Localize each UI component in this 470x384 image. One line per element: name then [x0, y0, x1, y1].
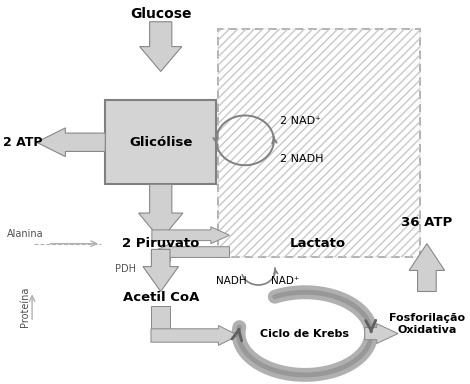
Polygon shape [37, 128, 105, 157]
Polygon shape [409, 244, 445, 291]
Polygon shape [140, 22, 182, 71]
Text: NAD⁺: NAD⁺ [271, 276, 299, 286]
Text: 2 NAD⁺: 2 NAD⁺ [281, 116, 321, 126]
Bar [105, 100, 216, 184]
Text: 2 ATP: 2 ATP [3, 136, 43, 149]
Text: Glucose: Glucose [130, 7, 191, 21]
Polygon shape [365, 324, 398, 344]
Text: Lactato: Lactato [290, 237, 346, 250]
Text: 2 Piruvato: 2 Piruvato [122, 237, 199, 250]
Text: 2 NADH: 2 NADH [281, 154, 324, 164]
Ellipse shape [262, 306, 348, 361]
Text: Ciclo de Krebs: Ciclo de Krebs [260, 329, 349, 339]
Text: PDH: PDH [115, 263, 136, 273]
Bar [219, 30, 420, 257]
Polygon shape [143, 249, 179, 291]
Text: Alanina: Alanina [7, 229, 44, 239]
Polygon shape [139, 184, 183, 240]
Bar [219, 30, 420, 257]
Polygon shape [152, 244, 229, 260]
Text: Acetil CoA: Acetil CoA [123, 291, 199, 304]
Bar [151, 306, 171, 338]
Text: Fosforilação
Oxidativa: Fosforilação Oxidativa [389, 313, 465, 335]
Polygon shape [152, 227, 229, 244]
Text: 36 ATP: 36 ATP [401, 216, 453, 229]
Text: Glicólise: Glicólise [129, 136, 192, 149]
Text: Proteína: Proteína [20, 286, 31, 327]
Text: NADH: NADH [216, 276, 247, 286]
Polygon shape [151, 326, 238, 346]
